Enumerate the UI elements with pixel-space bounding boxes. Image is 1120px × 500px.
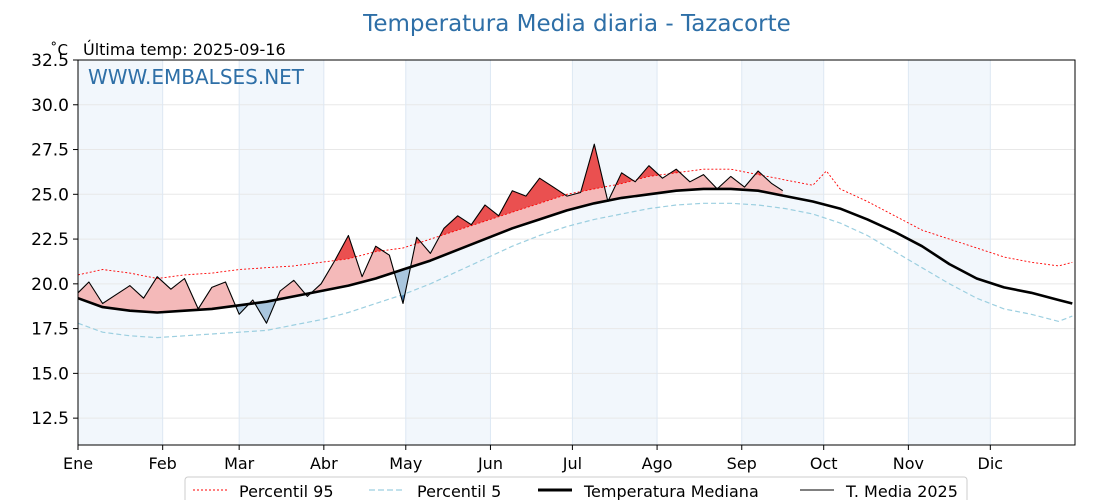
legend-label-p5: Percentil 5 (417, 482, 501, 500)
series-temperatura-mediana (77, 187, 1073, 314)
x-tick-label: May (389, 454, 422, 473)
legend-label-2025: T. Media 2025 (845, 482, 958, 500)
x-tick-label: Sep (727, 454, 757, 473)
series-lines (77, 143, 1073, 339)
x-tick-label: Ago (642, 454, 673, 473)
last-temp-label: Última temp: 2025-09-16 (83, 40, 286, 59)
x-tick-label: Dic (978, 454, 1004, 473)
x-tick-label: Mar (224, 454, 255, 473)
x-tick-label: Ene (63, 454, 93, 473)
below-median-fill (255, 299, 276, 324)
month-band-nov (908, 60, 991, 445)
y-axis: 12.5 15.0 17.5 20.0 22.5 25.0 27.5 30.0 32.5 (31, 51, 78, 429)
plot-frame (77, 59, 1076, 446)
y-tick-label: 22.5 (31, 230, 69, 250)
x-tick-label: Jul (562, 454, 582, 473)
above-median-fill (609, 165, 716, 201)
legend-label-median: Temperatura Mediana (583, 482, 759, 500)
month-band-ene (78, 60, 163, 445)
series-t-media-2025 (77, 143, 784, 324)
above-p95-fill (374, 246, 382, 252)
y-tick-label: 27.5 (31, 141, 69, 161)
y-tick-label: 20.0 (31, 275, 69, 295)
above-p95-fill (439, 178, 565, 236)
y-tick-label: 30.0 (31, 96, 69, 116)
anomaly-fills (78, 144, 783, 324)
month-shading (78, 60, 991, 445)
unit-label: ˚C (50, 41, 68, 59)
month-band-sep (741, 60, 824, 445)
above-p95-fill (756, 171, 763, 176)
series-percentil-95 (77, 168, 1073, 279)
y-tick-label: 25.0 (31, 185, 69, 205)
below-median-fill (394, 267, 410, 304)
month-band-mar (239, 60, 324, 445)
chart-title: Temperatura Media diaria - Tazacorte (362, 11, 791, 37)
x-tick-label: Feb (149, 454, 177, 473)
legend-box (184, 476, 968, 500)
x-axis: Ene Feb Mar Abr May Jun Jul Ago Sep Oct Nov Dic (63, 445, 1003, 473)
above-p95-fill (638, 165, 659, 180)
legend: Percentil 95 Percentil 5 Temperatura Med… (184, 476, 968, 500)
above-median-fill (718, 171, 783, 196)
x-tick-label: Nov (893, 454, 924, 473)
x-tick-label: Oct (810, 454, 838, 473)
above-p95-fill (582, 144, 604, 192)
month-band-jul (572, 60, 658, 445)
y-tick-label: 12.5 (31, 409, 69, 429)
x-tick-label: Jun (477, 454, 503, 473)
y-tick-label: 32.5 (31, 51, 69, 71)
x-tick-label: Abr (310, 454, 338, 473)
y-tick-label: 17.5 (31, 320, 69, 340)
watermark: WWW.EMBALSES.NET (88, 65, 305, 89)
below-median-fill (236, 304, 249, 315)
y-tick-label: 15.0 (31, 364, 69, 384)
above-median-fill (78, 276, 236, 313)
legend-label-p95: Percentil 95 (239, 482, 334, 500)
series-percentil-5 (77, 202, 1073, 339)
